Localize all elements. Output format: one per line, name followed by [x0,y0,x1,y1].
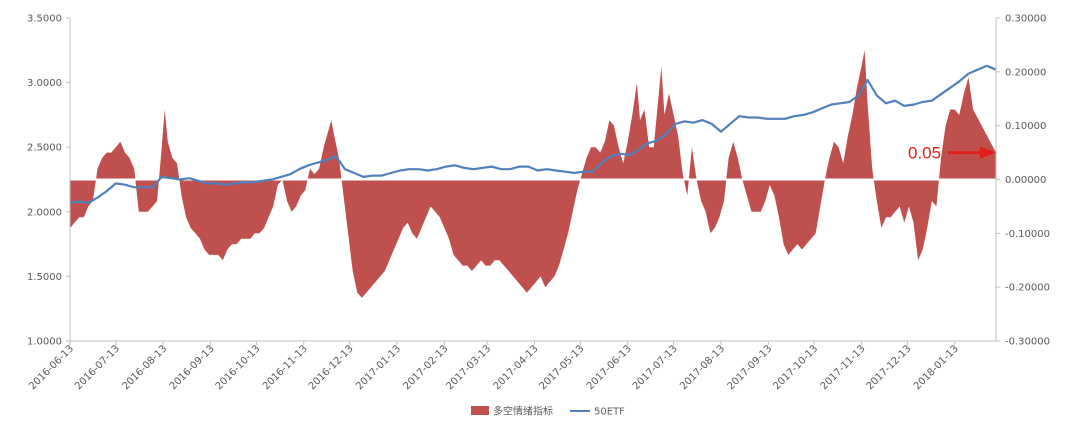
x-tick-label: 2016-06-13 [27,343,76,392]
legend-label-sentiment: 多空情绪指标 [493,405,553,418]
x-tick-label: 2016-11-13 [261,343,310,392]
x-tick-label: 2017-05-13 [538,343,587,392]
y-left-tick-label: 2.5000 [27,143,62,154]
x-tick-label: 2017-03-13 [444,343,493,392]
x-tick-label: 2017-07-13 [631,343,680,392]
x-tick-label: 2016-07-13 [73,343,122,392]
series-area-sentiment [70,50,996,298]
x-tick-label: 2016-09-13 [168,343,217,392]
annotation-arrow [948,146,996,159]
x-tick-label: 2016-12-13 [307,343,356,392]
y-left-tick-label: 1.0000 [27,337,62,348]
x-tick-label: 2017-10-13 [771,343,820,392]
x-tick-label: 2016-10-13 [214,343,263,392]
x-tick-label: 2017-04-13 [492,343,541,392]
y-left-tick-label: 2.0000 [27,207,62,218]
x-tick-label: 2017-08-13 [678,343,727,392]
x-tick-label: 2017-12-13 [865,343,914,392]
y-left-tick-label: 3.0000 [27,78,62,89]
legend-swatch-sentiment [471,406,489,415]
x-tick-label: 2016-08-13 [120,343,169,392]
x-tick-label: 2017-06-13 [585,343,634,392]
x-tick-label: 2017-11-13 [819,343,868,392]
y-right-tick-label: 0.10000 [1005,121,1046,132]
x-tick-label: 2017-02-13 [402,343,451,392]
y-right-tick-label: 0.20000 [1005,67,1046,78]
x-tick-label: 2018-01-13 [912,343,961,392]
y-right-tick-label: 0.30000 [1005,14,1046,25]
y-right-tick-label: -0.30000 [1005,337,1050,348]
annotation-label: 0.05 [908,144,941,163]
y-right-tick-label: -0.20000 [1005,283,1050,294]
y-left-tick-label: 1.5000 [27,272,62,283]
series-line-50etf [69,64,997,204]
x-tick-label: 2017-01-13 [354,343,403,392]
y-right-tick-label: 0.00000 [1005,175,1046,186]
legend-label-50etf: 50ETF [594,407,625,418]
y-right-tick-label: -0.10000 [1005,229,1050,240]
x-tick-label: 2017-09-13 [726,343,775,392]
y-left-tick-label: 3.5000 [27,14,62,25]
